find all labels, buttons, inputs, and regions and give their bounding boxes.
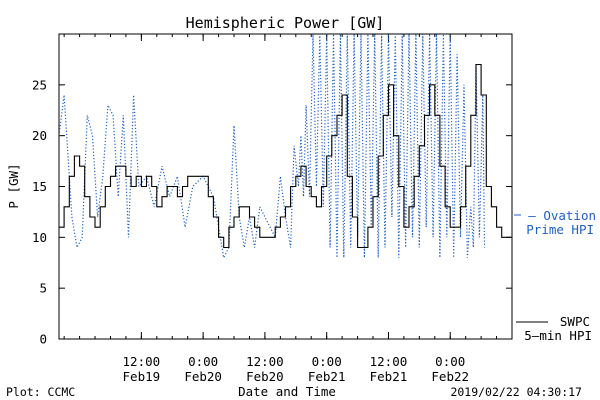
x-tick-date-label: Feb20	[184, 369, 222, 384]
x-tick-date-label: Feb20	[246, 369, 284, 384]
x-tick-time-label: 12:00	[370, 354, 408, 369]
generation-timestamp: 2019/02/22 04:30:17	[450, 385, 582, 399]
y-tick-label: 0	[39, 332, 47, 347]
x-tick-date-label: Feb19	[123, 369, 161, 384]
x-tick-time-label: 12:00	[246, 354, 284, 369]
y-tick-label: 25	[32, 77, 47, 92]
y-tick-label: 10	[32, 230, 47, 245]
legend-ovation-line1: — Ovation	[528, 208, 596, 223]
x-tick-time-label: 12:00	[123, 354, 161, 369]
series-line-swpc-5min-hpi	[59, 63, 512, 249]
legend-swpc-line1: SWPC	[560, 314, 590, 329]
x-tick-date-label: Feb21	[370, 369, 408, 384]
plot-credit: Plot: CCMC	[6, 385, 75, 399]
x-tick-date-label: Feb22	[431, 369, 469, 384]
legend-swpc-line2: 5—min HPI	[524, 328, 592, 343]
y-tick-label: 15	[32, 179, 47, 194]
series-layer	[59, 34, 512, 260]
legend-ovation-line2: Prime HPI	[526, 222, 594, 237]
y-tick-label: 5	[39, 281, 47, 296]
y-axis-ticks: 0 5 10 15 20 25	[32, 77, 512, 347]
x-axis-label: Date and Time	[238, 384, 336, 399]
series-line-ovation-prime-hpi	[59, 34, 486, 260]
x-tick-time-label: 0:00	[312, 354, 342, 369]
y-axis-label: P [GW]	[6, 163, 21, 208]
plot-frame	[58, 33, 513, 340]
x-axis-ticks: 12:00Feb190:00Feb2012:00Feb200:00Feb2112…	[63, 34, 513, 384]
chart-title: Hemispheric Power [GW]	[186, 14, 385, 32]
x-tick-date-label: Feb21	[308, 369, 346, 384]
x-tick-time-label: 0:00	[188, 354, 218, 369]
y-tick-label: 20	[32, 128, 47, 143]
x-tick-time-label: 0:00	[435, 354, 465, 369]
